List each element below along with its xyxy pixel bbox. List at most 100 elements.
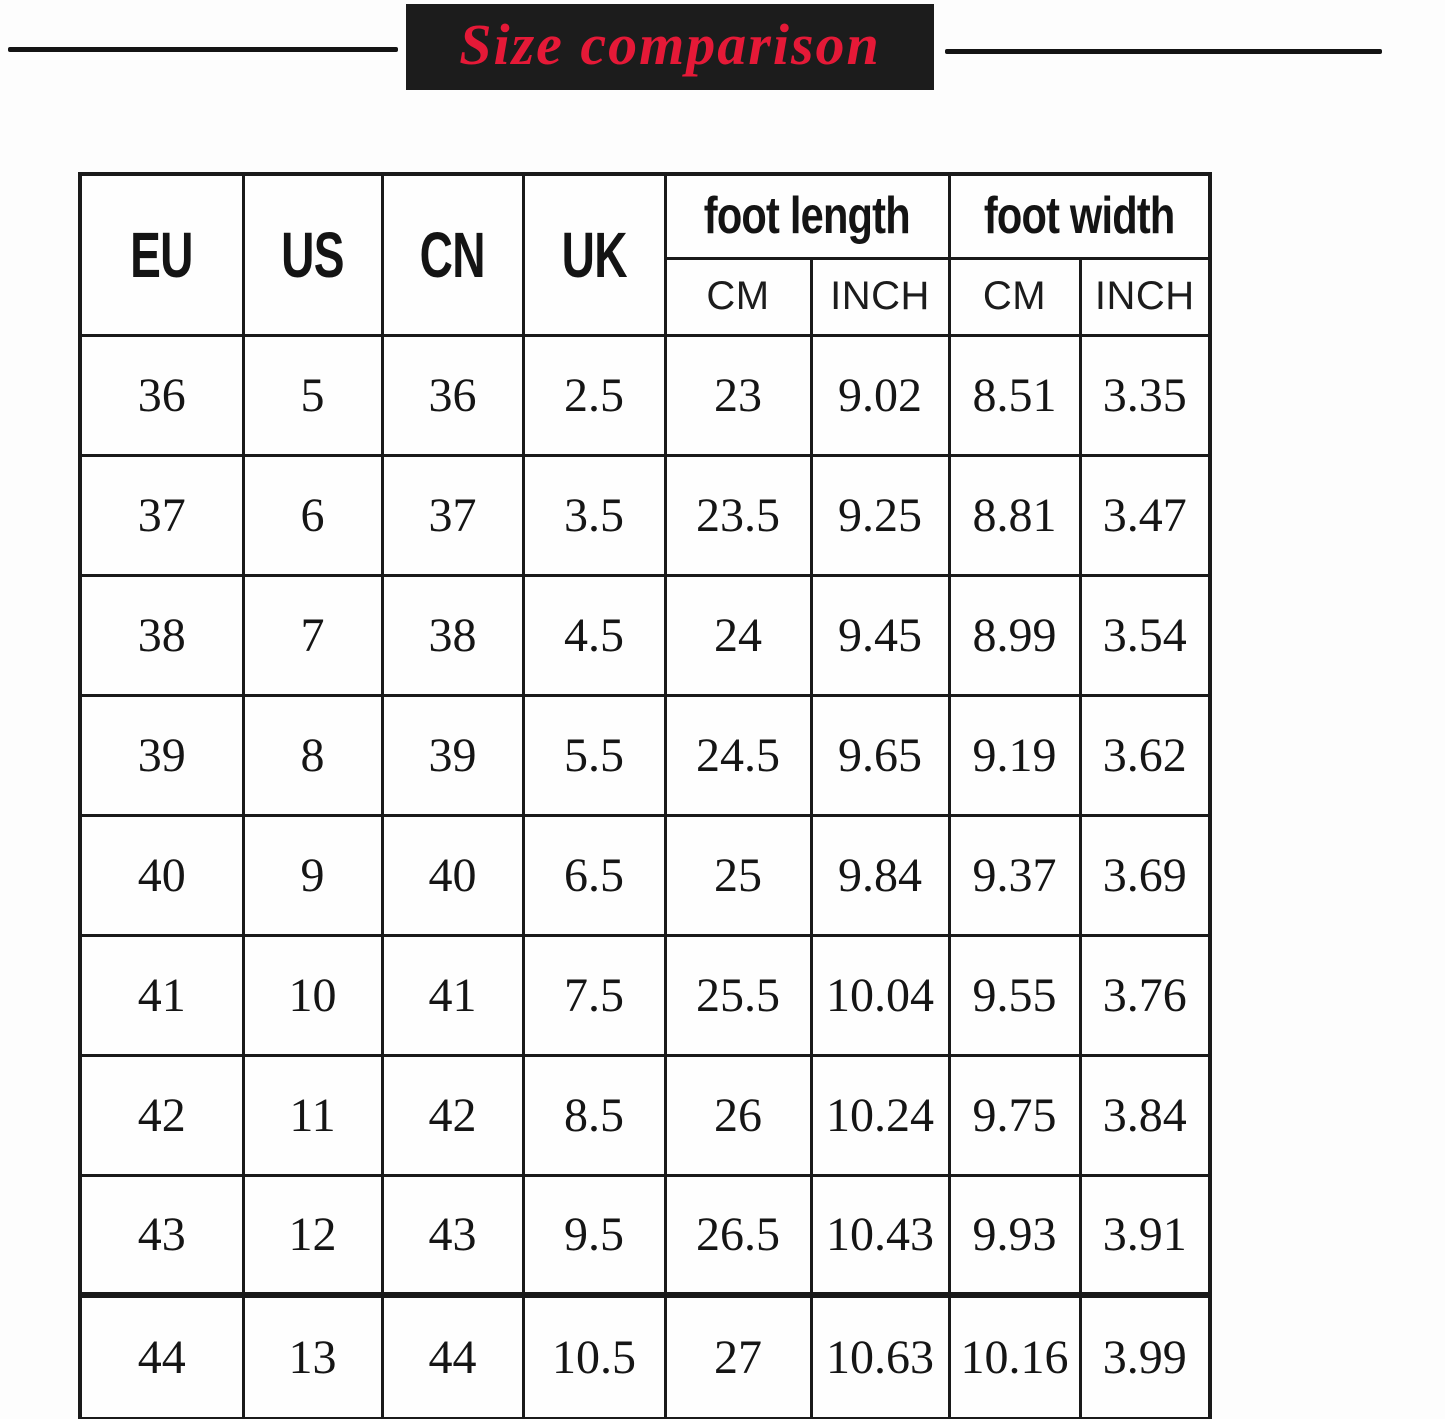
header-uk: UK: [521, 172, 667, 337]
table-cell: 5.5: [521, 693, 667, 817]
table-cell: 8.99: [947, 573, 1082, 697]
table-cell: 9.65: [809, 693, 951, 817]
table-cell: 40: [380, 813, 525, 937]
table-cell: 9.19: [947, 693, 1082, 817]
table-cell: 8.5: [521, 1053, 667, 1177]
table-cell: 24.5: [663, 693, 813, 817]
table-cell: 6.5: [521, 813, 667, 937]
header-uk-label: UK: [561, 218, 627, 291]
size-table-container: EU US CN UK foot length foot width CM IN…: [78, 172, 1213, 1419]
table-cell: 23: [663, 333, 813, 457]
table-header: EU US CN UK foot length foot width CM IN…: [78, 172, 1212, 337]
table-cell: 26.5: [663, 1173, 813, 1297]
table-cell: 41: [380, 933, 525, 1057]
table-body: 36 5 36 2.5 23 9.02 8.51 3.35 37 6 37 3.5 23.5 9.25 8.…: [78, 333, 1212, 1419]
table-row: 41 10 41 7.5 25.5 10.04 9.55 3.76: [78, 933, 1212, 1057]
foot-length-cm-label: CM: [706, 274, 770, 318]
size-comparison-table: EU US CN UK foot length foot width CM IN…: [78, 172, 1213, 1419]
table-cell: 9.02: [809, 333, 951, 457]
table-row: 36 5 36 2.5 23 9.02 8.51 3.35: [78, 333, 1212, 457]
table-cell: 10.43: [809, 1173, 951, 1297]
header-foot-width-cm: CM: [947, 256, 1082, 337]
table-cell: 9.5: [521, 1173, 667, 1297]
table-cell: 9.25: [809, 453, 951, 577]
header-eu: EU: [78, 172, 245, 337]
table-cell: 9.84: [809, 813, 951, 937]
table-cell: 4.5: [521, 573, 667, 697]
table-row: 43 12 43 9.5 26.5 10.43 9.93 3.91: [78, 1173, 1212, 1297]
table-cell: 24: [663, 573, 813, 697]
table-cell: 7.5: [521, 933, 667, 1057]
header-row-sub: CM INCH CM INCH: [80, 256, 1212, 337]
title-right-line: [945, 49, 1382, 54]
table-row: 39 8 39 5.5 24.5 9.65 9.19 3.62: [78, 693, 1212, 817]
header-cn-label: CN: [419, 218, 486, 291]
header-foot-width-inch: INCH: [1078, 256, 1212, 337]
table-cell: 2.5: [521, 333, 667, 457]
table-cell: 26: [663, 1053, 813, 1177]
title-left-line: [8, 47, 398, 52]
table-cell: 10.04: [809, 933, 951, 1057]
table-cell: 3.5: [521, 453, 667, 577]
header-us-label: US: [281, 218, 344, 291]
table-cell: 9: [241, 813, 384, 937]
table-cell: 44: [78, 1292, 245, 1419]
table-row: 37 6 37 3.5 23.5 9.25 8.81 3.47: [78, 453, 1212, 577]
table-cell: 6: [241, 453, 384, 577]
table-cell: 36: [78, 333, 245, 457]
header-foot-length-cm: CM: [663, 256, 813, 337]
table-cell: 37: [78, 453, 245, 577]
foot-width-cm-label: CM: [982, 274, 1047, 318]
table-cell: 8.51: [947, 333, 1082, 457]
foot-length-inch-label: INCH: [830, 274, 930, 318]
table-cell: 3.99: [1078, 1292, 1212, 1419]
foot-width-inch-label: INCH: [1094, 274, 1195, 318]
table-cell: 44: [380, 1292, 525, 1419]
table-cell: 42: [380, 1053, 525, 1177]
table-cell: 9.75: [947, 1053, 1082, 1177]
table-cell: 23.5: [663, 453, 813, 577]
header-foot-length-inch: INCH: [809, 256, 951, 337]
header-us: US: [241, 172, 384, 337]
table-cell: 11: [241, 1053, 384, 1177]
header-foot-length: foot length: [663, 172, 951, 260]
table-row: 44 13 44 10.5 27 10.63 10.16 3.99: [78, 1292, 1212, 1419]
table-cell: 5: [241, 333, 384, 457]
table-cell: 38: [380, 573, 525, 697]
table-cell: 25: [663, 813, 813, 937]
table-cell: 27: [663, 1292, 813, 1419]
table-cell: 38: [78, 573, 245, 697]
table-cell: 36: [380, 333, 525, 457]
title-banner-row: Size comparison: [0, 0, 1445, 96]
table-cell: 9.45: [809, 573, 951, 697]
page-title: Size comparison: [459, 11, 881, 77]
table-cell: 10: [241, 933, 384, 1057]
table-cell: 3.76: [1078, 933, 1212, 1057]
table-cell: 3.69: [1078, 813, 1212, 937]
table-cell: 37: [380, 453, 525, 577]
title-banner: Size comparison: [406, 4, 934, 90]
table-cell: 3.47: [1078, 453, 1212, 577]
header-eu-label: EU: [130, 218, 194, 291]
table-cell: 10.16: [947, 1292, 1082, 1419]
table-cell: 9.55: [947, 933, 1082, 1057]
table-cell: 25.5: [663, 933, 813, 1057]
table-cell: 9.37: [947, 813, 1082, 937]
table-cell: 42: [78, 1053, 245, 1177]
table-cell: 3.35: [1078, 333, 1212, 457]
table-cell: 8.81: [947, 453, 1082, 577]
header-cn: CN: [380, 172, 525, 337]
header-foot-width: foot width: [947, 172, 1212, 260]
table-row: 42 11 42 8.5 26 10.24 9.75 3.84: [78, 1053, 1212, 1177]
table-cell: 39: [78, 693, 245, 817]
header-foot-length-label: foot length: [703, 187, 911, 246]
table-cell: 9.93: [947, 1173, 1082, 1297]
table-cell: 8: [241, 693, 384, 817]
table-cell: 13: [241, 1292, 384, 1419]
table-cell: 3.54: [1078, 573, 1212, 697]
table-cell: 10.24: [809, 1053, 951, 1177]
table-cell: 10.63: [809, 1292, 951, 1419]
table-cell: 43: [78, 1173, 245, 1297]
table-cell: 41: [78, 933, 245, 1057]
